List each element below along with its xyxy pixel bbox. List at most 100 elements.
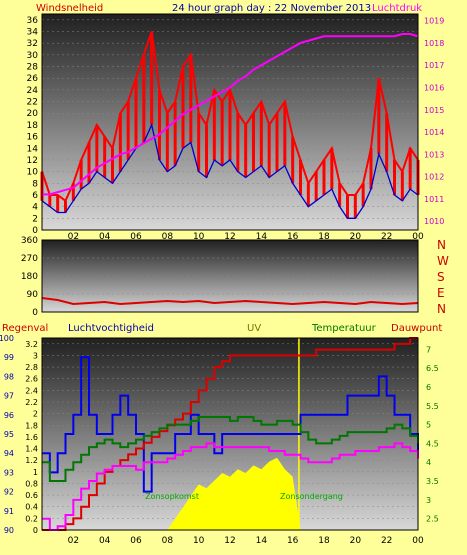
rain-tick-label: 2.8 [25, 363, 38, 372]
rain-tick-label: 0.4 [25, 503, 38, 512]
humidity-tick-label: 90 [4, 526, 14, 535]
time-tick-label: 20 [350, 232, 362, 242]
temp-tick-label: 3 [426, 496, 431, 505]
time-tick-label: 06 [130, 536, 142, 546]
humidity-tick-label: 96 [4, 411, 14, 420]
time-tick-label: 16 [287, 232, 299, 242]
rain-tick-label: 1 [33, 468, 38, 477]
sunset-label: Zonsondergang [280, 492, 343, 501]
time-tick-label: 22 [381, 232, 392, 242]
panel-border [41, 239, 419, 313]
pressure-tick-label: 1015 [424, 106, 444, 115]
wind-tick-label: 32 [27, 39, 38, 49]
time-tick-label: 12 [224, 536, 235, 546]
time-tick-label: 04 [99, 536, 111, 546]
pressure-tick-label: 1019 [424, 17, 444, 26]
humidity-tick-label: 94 [4, 449, 14, 458]
compass-letter: N [437, 302, 446, 316]
wind-tick-label: 18 [27, 121, 39, 131]
temp-tick-label: 5.5 [426, 402, 439, 411]
compass-letter: S [437, 270, 445, 284]
temperature-line [42, 416, 419, 483]
humidity-tick-label: 98 [4, 372, 14, 381]
rain-line [42, 337, 418, 531]
time-tick-label: 22 [381, 536, 392, 546]
wind-axis-title: Windsnelheid [36, 3, 103, 14]
time-tick-label: 18 [318, 232, 330, 242]
rain-axis-title: Regenval [2, 323, 48, 334]
time-tick-label: 12 [224, 232, 235, 242]
humidity-line [42, 356, 419, 493]
wind-tick-label: 34 [27, 28, 39, 38]
temp-tick-label: 7 [426, 345, 431, 354]
time-tick-label: 20 [350, 536, 362, 546]
temp-tick-label: 3.5 [426, 477, 439, 486]
humidity-tick-label: 92 [4, 488, 14, 497]
pressure-tick-label: 1011 [424, 195, 444, 204]
dewpoint-axis-title: Dauwpunt [391, 323, 442, 334]
time-tick-label: 18 [318, 536, 330, 546]
time-tick-label: 02 [68, 232, 79, 242]
wind-tick-label: 26 [27, 74, 39, 84]
direction-tick-label: 270 [21, 254, 38, 264]
pressure-tick-label: 1012 [424, 173, 444, 182]
time-tick-label: 16 [287, 536, 299, 546]
uv-area [42, 457, 418, 530]
wind-tick-label: 8 [32, 179, 38, 189]
pressure-tick-label: 1014 [424, 128, 444, 137]
temp-tick-label: 5 [426, 421, 431, 430]
rain-tick-label: 1.8 [25, 421, 38, 430]
rain-tick-label: 2.4 [25, 386, 38, 395]
time-tick-label: 04 [99, 232, 111, 242]
wind-tick-label: 12 [27, 156, 38, 166]
pressure-tick-label: 1013 [424, 150, 444, 159]
temp-tick-label: 2.5 [426, 515, 439, 524]
uv-axis-title: UV [247, 323, 261, 334]
time-tick-label: 02 [68, 536, 79, 546]
panel-border [41, 337, 419, 531]
humidity-tick-label: 100 [0, 334, 14, 343]
time-tick-label: 14 [256, 536, 268, 546]
rain-tick-label: 0 [33, 526, 38, 535]
rain-tick-label: 1.6 [25, 433, 38, 442]
direction-tick-label: 180 [21, 272, 38, 282]
humidity-tick-label: 93 [4, 468, 14, 477]
chart-title: 24 hour graph day : 22 November 2013 [172, 3, 371, 14]
wind-tick-label: 22 [27, 98, 38, 108]
panel-border [41, 13, 419, 231]
wind-avg-line [41, 122, 419, 219]
compass-letter: N [437, 238, 446, 252]
wind-tick-label: 6 [32, 191, 38, 201]
wind-tick-label: 30 [27, 51, 39, 61]
pressure-line [42, 33, 419, 196]
wind-tick-label: 16 [27, 133, 39, 143]
pressure-tick-label: 1016 [424, 83, 444, 92]
humidity-tick-label: 95 [4, 430, 14, 439]
direction-tick-label: 90 [27, 290, 39, 300]
direction-tick-label: 360 [21, 236, 38, 246]
humidity-tick-label: 99 [4, 353, 14, 362]
wind-tick-label: 4 [32, 203, 38, 213]
wind-tick-label: 10 [27, 168, 39, 178]
time-tick-label: 10 [193, 536, 205, 546]
rain-tick-label: 2.2 [25, 398, 38, 407]
humidity-axis-title: Luchtvochtigheid [68, 323, 154, 334]
wind-tick-label: 2 [32, 214, 38, 224]
rain-tick-label: 3.2 [25, 340, 38, 349]
rain-tick-label: 2 [33, 410, 38, 419]
rain-tick-label: 1.2 [25, 456, 38, 465]
direction-tick-label: 0 [32, 308, 38, 318]
time-tick-label: 08 [162, 536, 174, 546]
rain-tick-label: 2.6 [25, 375, 38, 384]
pressure-tick-label: 1017 [424, 61, 444, 70]
rain-tick-label: 3 [33, 351, 38, 360]
wind-tick-label: 28 [27, 63, 39, 73]
wind-tick-label: 36 [27, 16, 39, 26]
compass-letter: E [437, 286, 445, 300]
rain-tick-label: 0.6 [25, 491, 38, 500]
time-tick-label: 00 [412, 536, 424, 546]
time-tick-label: 06 [130, 232, 142, 242]
temp-tick-label: 4.5 [426, 439, 439, 448]
